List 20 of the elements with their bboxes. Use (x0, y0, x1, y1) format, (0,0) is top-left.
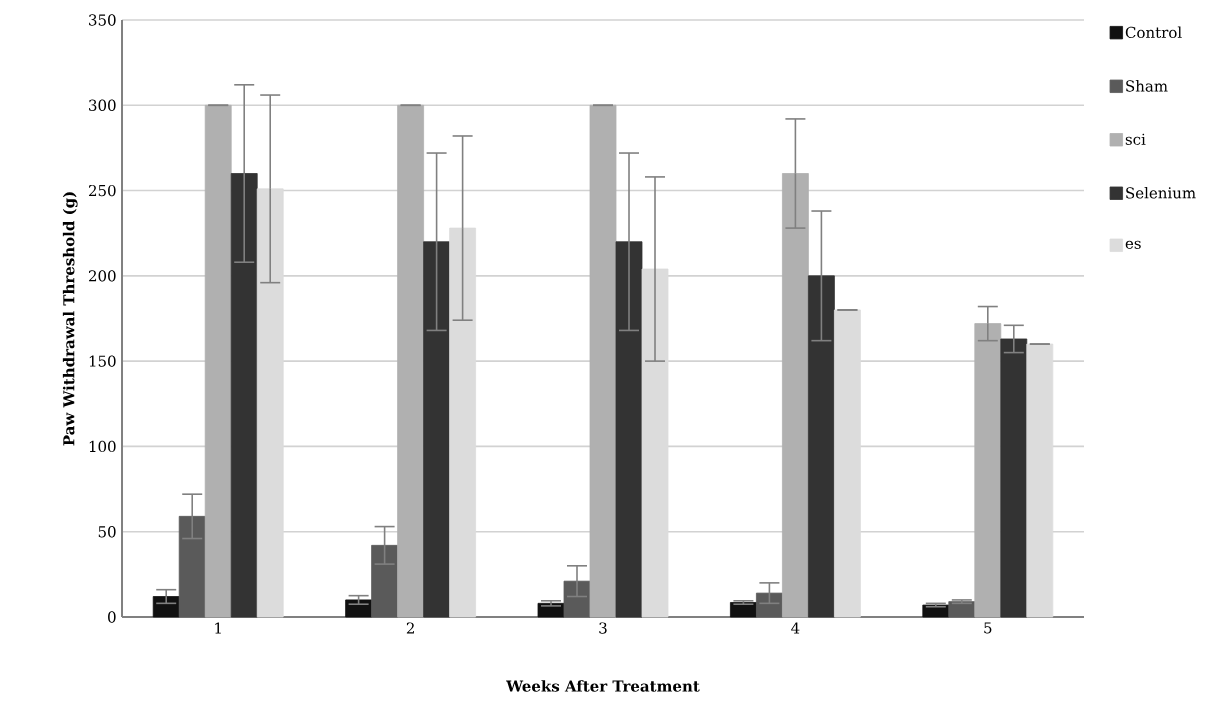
y-tick-label: 0 (108, 611, 116, 623)
x-tick-label: 1 (215, 622, 221, 634)
legend-label: Sham (1126, 80, 1168, 92)
y-tick-label: 50 (98, 526, 116, 538)
x-axis-title: Weeks After Treatment (506, 680, 700, 692)
y-tick-label: 150 (89, 355, 116, 367)
legend-label: sci (1125, 133, 1146, 145)
y-axis-title: Paw Withdrawal Threshold (g) (62, 192, 78, 446)
y-tick-label: 250 (88, 184, 116, 197)
legend-label: Selenium (1126, 186, 1196, 199)
x-tick-label: 2 (406, 622, 414, 634)
y-tick-label: 350 (89, 14, 116, 26)
x-tick-label: 5 (984, 622, 992, 634)
y-tick-label: 300 (89, 99, 116, 111)
legend-label: Control (1125, 26, 1182, 39)
x-tick-label: 3 (599, 622, 607, 634)
y-tick-label: 100 (89, 440, 116, 453)
y-tick-label: 200 (88, 270, 116, 282)
legend-label: es (1125, 240, 1141, 249)
x-tick-label: 4 (791, 622, 800, 634)
